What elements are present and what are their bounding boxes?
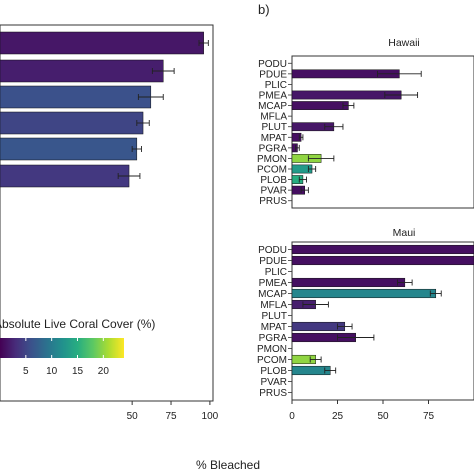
colorbar-legend: Absolute Live Coral Cover (%) 5 10 15 20 [0, 317, 155, 377]
category-label: PVAR [261, 377, 288, 388]
category-label: PRUS [259, 388, 287, 399]
category-label: PMON [257, 344, 287, 355]
maui-plot-area [291, 241, 474, 401]
panel-a-bar [0, 59, 164, 83]
maui-facet-title: Maui [393, 227, 416, 239]
bar [291, 244, 474, 255]
colorbar [0, 338, 124, 358]
hawaii-facet-title: Hawaii [388, 37, 420, 49]
colorbar-tick-label: 20 [98, 366, 110, 377]
panel-a-chart: 50 75 100 Absolute Live Coral Cover (%) 5 1… [0, 24, 219, 422]
panel-a-bar [0, 111, 144, 135]
category-label: PLUT [261, 311, 287, 322]
category-label: PRUS [259, 196, 287, 207]
maui-x-tick-label: 25 [332, 411, 344, 422]
maui-x-tick-label: 50 [377, 411, 389, 422]
bar [291, 255, 474, 266]
hawaii-plot-area [291, 55, 474, 209]
category-label: PCOM [257, 165, 287, 176]
panel-a-bar [0, 85, 152, 109]
category-label: MPAT [261, 322, 287, 333]
panel-a-x-tick-label: 100 [202, 411, 219, 422]
maui-x-tick-label: 0 [289, 411, 295, 422]
category-label: MCAP [258, 289, 287, 300]
category-label: PGRA [259, 333, 288, 344]
colorbar-tick-label: 15 [72, 366, 84, 377]
legend-title: Absolute Live Coral Cover (%) [0, 317, 155, 331]
bar [291, 321, 346, 332]
bar [291, 288, 437, 299]
colorbar-tick-label: 10 [46, 366, 58, 377]
category-label: MFLA [260, 300, 287, 311]
panel-a-bar [0, 137, 138, 161]
panel-a-x-tick-label: 50 [127, 411, 139, 422]
category-label: PMEA [259, 91, 288, 102]
category-label: PVAR [261, 186, 288, 197]
hawaii-facet: Hawaii PODUPDUEPLICPMEAMCAPMFLAPLUTMPATP… [257, 37, 474, 209]
category-label: PLOB [260, 175, 287, 186]
category-label: PDUE [259, 69, 287, 80]
colorbar-tick-label: 5 [23, 366, 29, 377]
category-label: PGRA [259, 143, 288, 154]
bar [291, 101, 349, 110]
panel-a-bar [0, 164, 130, 188]
category-label: PODU [258, 245, 287, 256]
x-axis-title: % Bleached [196, 458, 260, 472]
category-label: PLIC [265, 267, 287, 278]
category-label: MPAT [261, 133, 287, 144]
panel-a-bar [0, 31, 204, 55]
maui-x-tick-label: 75 [423, 411, 435, 422]
category-label: PDUE [259, 256, 287, 267]
category-label: PLIC [265, 80, 287, 91]
maui-facet: Maui PODUPDUEPLICPMEAMCAPMFLAPLUTMPATPGR… [257, 227, 474, 422]
category-label: MCAP [258, 101, 287, 112]
category-label: MFLA [260, 112, 287, 123]
category-label: PLOB [260, 366, 287, 377]
category-label: PODU [258, 59, 287, 70]
panel-a-x-tick-label: 75 [165, 411, 177, 422]
category-label: PMEA [259, 278, 288, 289]
category-label: PMON [257, 154, 287, 165]
category-label: PCOM [257, 355, 287, 366]
panel-b-label: b) [258, 2, 270, 17]
bar [291, 277, 406, 288]
category-label: PLUT [261, 122, 287, 133]
